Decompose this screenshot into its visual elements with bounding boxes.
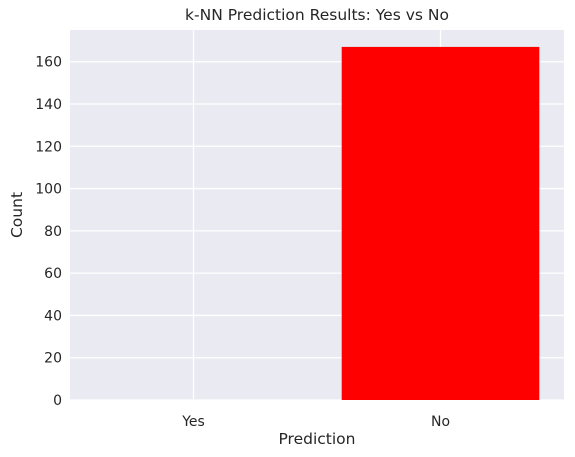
- x-tick-label: No: [431, 414, 450, 430]
- y-tick-label: 120: [35, 139, 62, 155]
- y-tick-label: 60: [44, 266, 62, 282]
- y-tick-label: 160: [35, 55, 62, 71]
- x-tick-label: Yes: [181, 414, 205, 430]
- y-tick-label: 140: [35, 97, 62, 113]
- y-tick-labels: 0 20 40 60 80 100 120 140 160: [35, 55, 62, 409]
- chart-title: k-NN Prediction Results: Yes vs No: [185, 6, 449, 24]
- x-axis-label: Prediction: [278, 430, 355, 448]
- y-tick-label: 100: [35, 182, 62, 198]
- y-axis-label: Count: [8, 192, 26, 238]
- y-tick-label: 80: [44, 224, 62, 240]
- y-tick-label: 40: [44, 308, 62, 324]
- bars: [341, 46, 540, 401]
- y-tick-label: 20: [44, 351, 62, 367]
- bar-no: [341, 46, 540, 401]
- y-tick-label: 0: [53, 393, 62, 409]
- x-tick-labels: Yes No: [181, 414, 450, 430]
